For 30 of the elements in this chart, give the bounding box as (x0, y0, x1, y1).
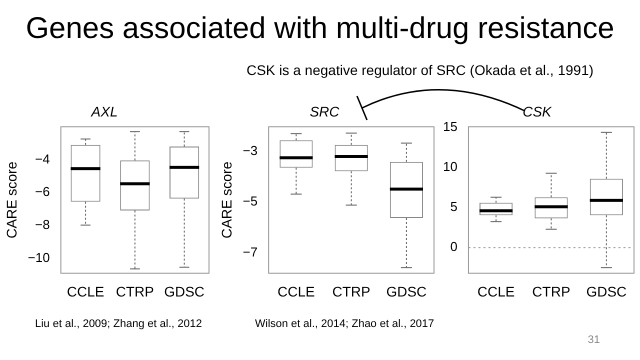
text: Genes associated with multi-drug resistance (24, 12, 616, 46)
y-tick-label: −8 (35, 217, 50, 232)
y-tick-label: −3 (242, 142, 258, 158)
chart-title: AXL (90, 103, 118, 120)
x-tick-label: CCLE (66, 283, 104, 300)
y-tick-label: −10 (28, 250, 50, 265)
text: CSK is a negative regulator of SRC (Okada et al., 1991) (245, 62, 595, 78)
x-tick-label: GDSC (164, 283, 205, 300)
text: Liu et al., 2009; Zhang et al., 2012 (35, 318, 203, 330)
x-tick-label: CTRP (116, 283, 154, 300)
chart-title: SRC (310, 103, 340, 120)
x-tick-label: CTRP (532, 283, 570, 300)
text: 31 (586, 334, 600, 346)
x-tick-label: CCLE (278, 283, 315, 300)
x-tick-label: CTRP (332, 283, 370, 300)
text: Wilson et al., 2014; Zhao et al., 2017 (255, 318, 436, 330)
x-tick-label: GDSC (586, 283, 627, 300)
x-tick-label: GDSC (386, 283, 427, 300)
y-tick-label: 15 (442, 119, 458, 134)
chart-title: CSK (522, 103, 552, 120)
y-tick-label: −6 (35, 184, 50, 200)
y-tick-label: 5 (450, 199, 458, 214)
y-axis-title: CARE score (3, 161, 20, 239)
y-axis-title: CARE score (218, 161, 234, 239)
y-tick-label: 10 (442, 159, 458, 174)
x-tick-label: CCLE (477, 283, 515, 300)
y-tick-label: −5 (242, 194, 258, 209)
y-tick-label: −4 (35, 151, 50, 166)
y-tick-label: −7 (242, 244, 258, 260)
y-tick-label: 0 (450, 239, 458, 254)
